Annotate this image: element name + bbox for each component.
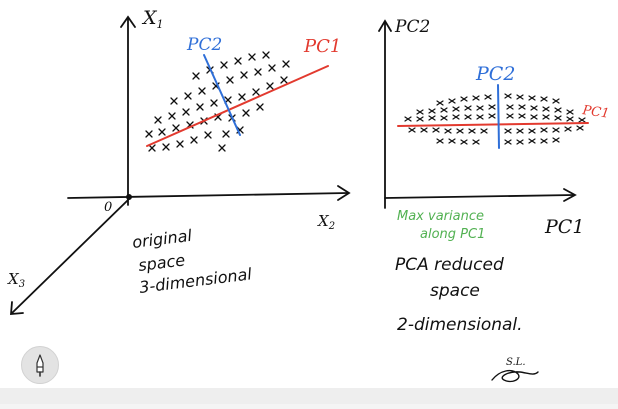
right-axes [378,19,577,209]
origin-dot [126,194,132,200]
x2-axis-label: X2 [317,212,335,232]
pen-tool-button[interactable] [21,346,59,384]
right-diagram: PC2 PC2 PC1 PC1 Max variance along PC1 P… [378,17,610,383]
left-caption-line-1: original [131,226,193,252]
pc1-label-left: PC1 [303,36,341,57]
right-caption-line-2: space [430,281,480,301]
variance-note-line-2: along PC1 [420,227,485,242]
pc2-label-left: PC2 [186,35,222,55]
right-scatter [404,93,586,145]
left-caption-line-2: space [137,250,186,275]
signature-scribble [491,369,539,383]
variance-note: Max variance along PC1 [397,209,485,242]
signature: S.L. [491,357,539,383]
x1-axis-label: X1 [141,7,164,31]
left-caption: original space 3-dimensional [131,226,253,297]
right-caption: PCA reduced space 2-dimensional. [395,255,523,335]
pc1-line-left [146,65,329,147]
pc2-axis-arrowhead [378,19,392,32]
origin-label: 0 [104,200,112,215]
pc2-axis-label: PC2 [394,17,430,37]
x3-axis [11,197,131,314]
pen-tool-icon [36,354,44,377]
left-diagram: PC2 PC1 X1 X2 X3 0 original space 3-dime… [7,7,351,315]
pc1-line-right [397,122,589,127]
pc1-axis [384,194,575,199]
pc2-line-right [497,84,500,149]
pc2-line-left [203,54,241,136]
signature-text: S.L. [506,357,526,368]
right-caption-line-3: 2-dimensional. [397,315,523,335]
x2-arrowhead [337,185,351,201]
right-caption-line-1: PCA reduced [395,255,504,275]
x3-axis-label: X3 [7,270,25,290]
pc1-label-right: PC1 [580,103,610,122]
pc1-axis-label: PC1 [544,216,584,238]
variance-note-line-1: Max variance [397,209,484,224]
pc2-label-right: PC2 [475,63,515,85]
x1-arrowhead [120,15,136,28]
x3-arrowhead [10,301,24,315]
x2-axis [67,192,349,199]
pc1-axis-arrowhead [563,188,577,202]
left-axes [10,15,351,315]
bottom-strip [0,388,618,404]
